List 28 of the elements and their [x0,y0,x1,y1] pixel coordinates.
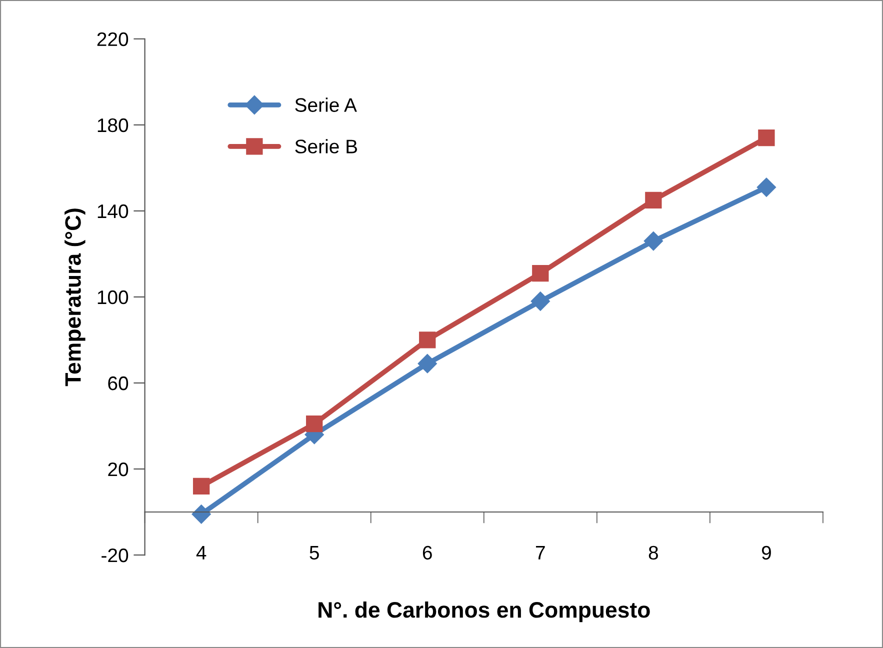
x-tick-label: 4 [196,546,206,560]
legend-label: Serie A [295,98,357,112]
point [306,415,323,432]
x-tick-label: 5 [310,546,319,560]
y-tick-label: -20 [102,548,128,562]
y-tick-label: 220 [97,32,128,46]
point [192,504,211,524]
point [419,332,436,348]
point [532,264,549,282]
x-tick-label: 6 [422,546,432,560]
point [192,478,210,495]
x-tick-label: 9 [762,546,771,560]
point [756,178,776,197]
x-tick-label: 8 [648,546,658,560]
y-tick-label: 140 [98,204,128,218]
point [530,292,550,311]
point [758,129,775,146]
point [418,354,437,374]
y-tick-label: 60 [108,376,128,390]
y-axis-title: Temperatura (°C) [64,208,86,386]
y-tick-label: 180 [98,118,128,132]
y-tick-label: 100 [98,290,128,304]
y-tick-label: 20 [108,462,128,476]
point [645,192,662,209]
legend-label: Serie B [295,139,358,154]
x-tick-label: 7 [536,546,545,560]
point [644,232,663,251]
x-axis-title: N°. de Carbonos en Compuesto [318,601,650,622]
